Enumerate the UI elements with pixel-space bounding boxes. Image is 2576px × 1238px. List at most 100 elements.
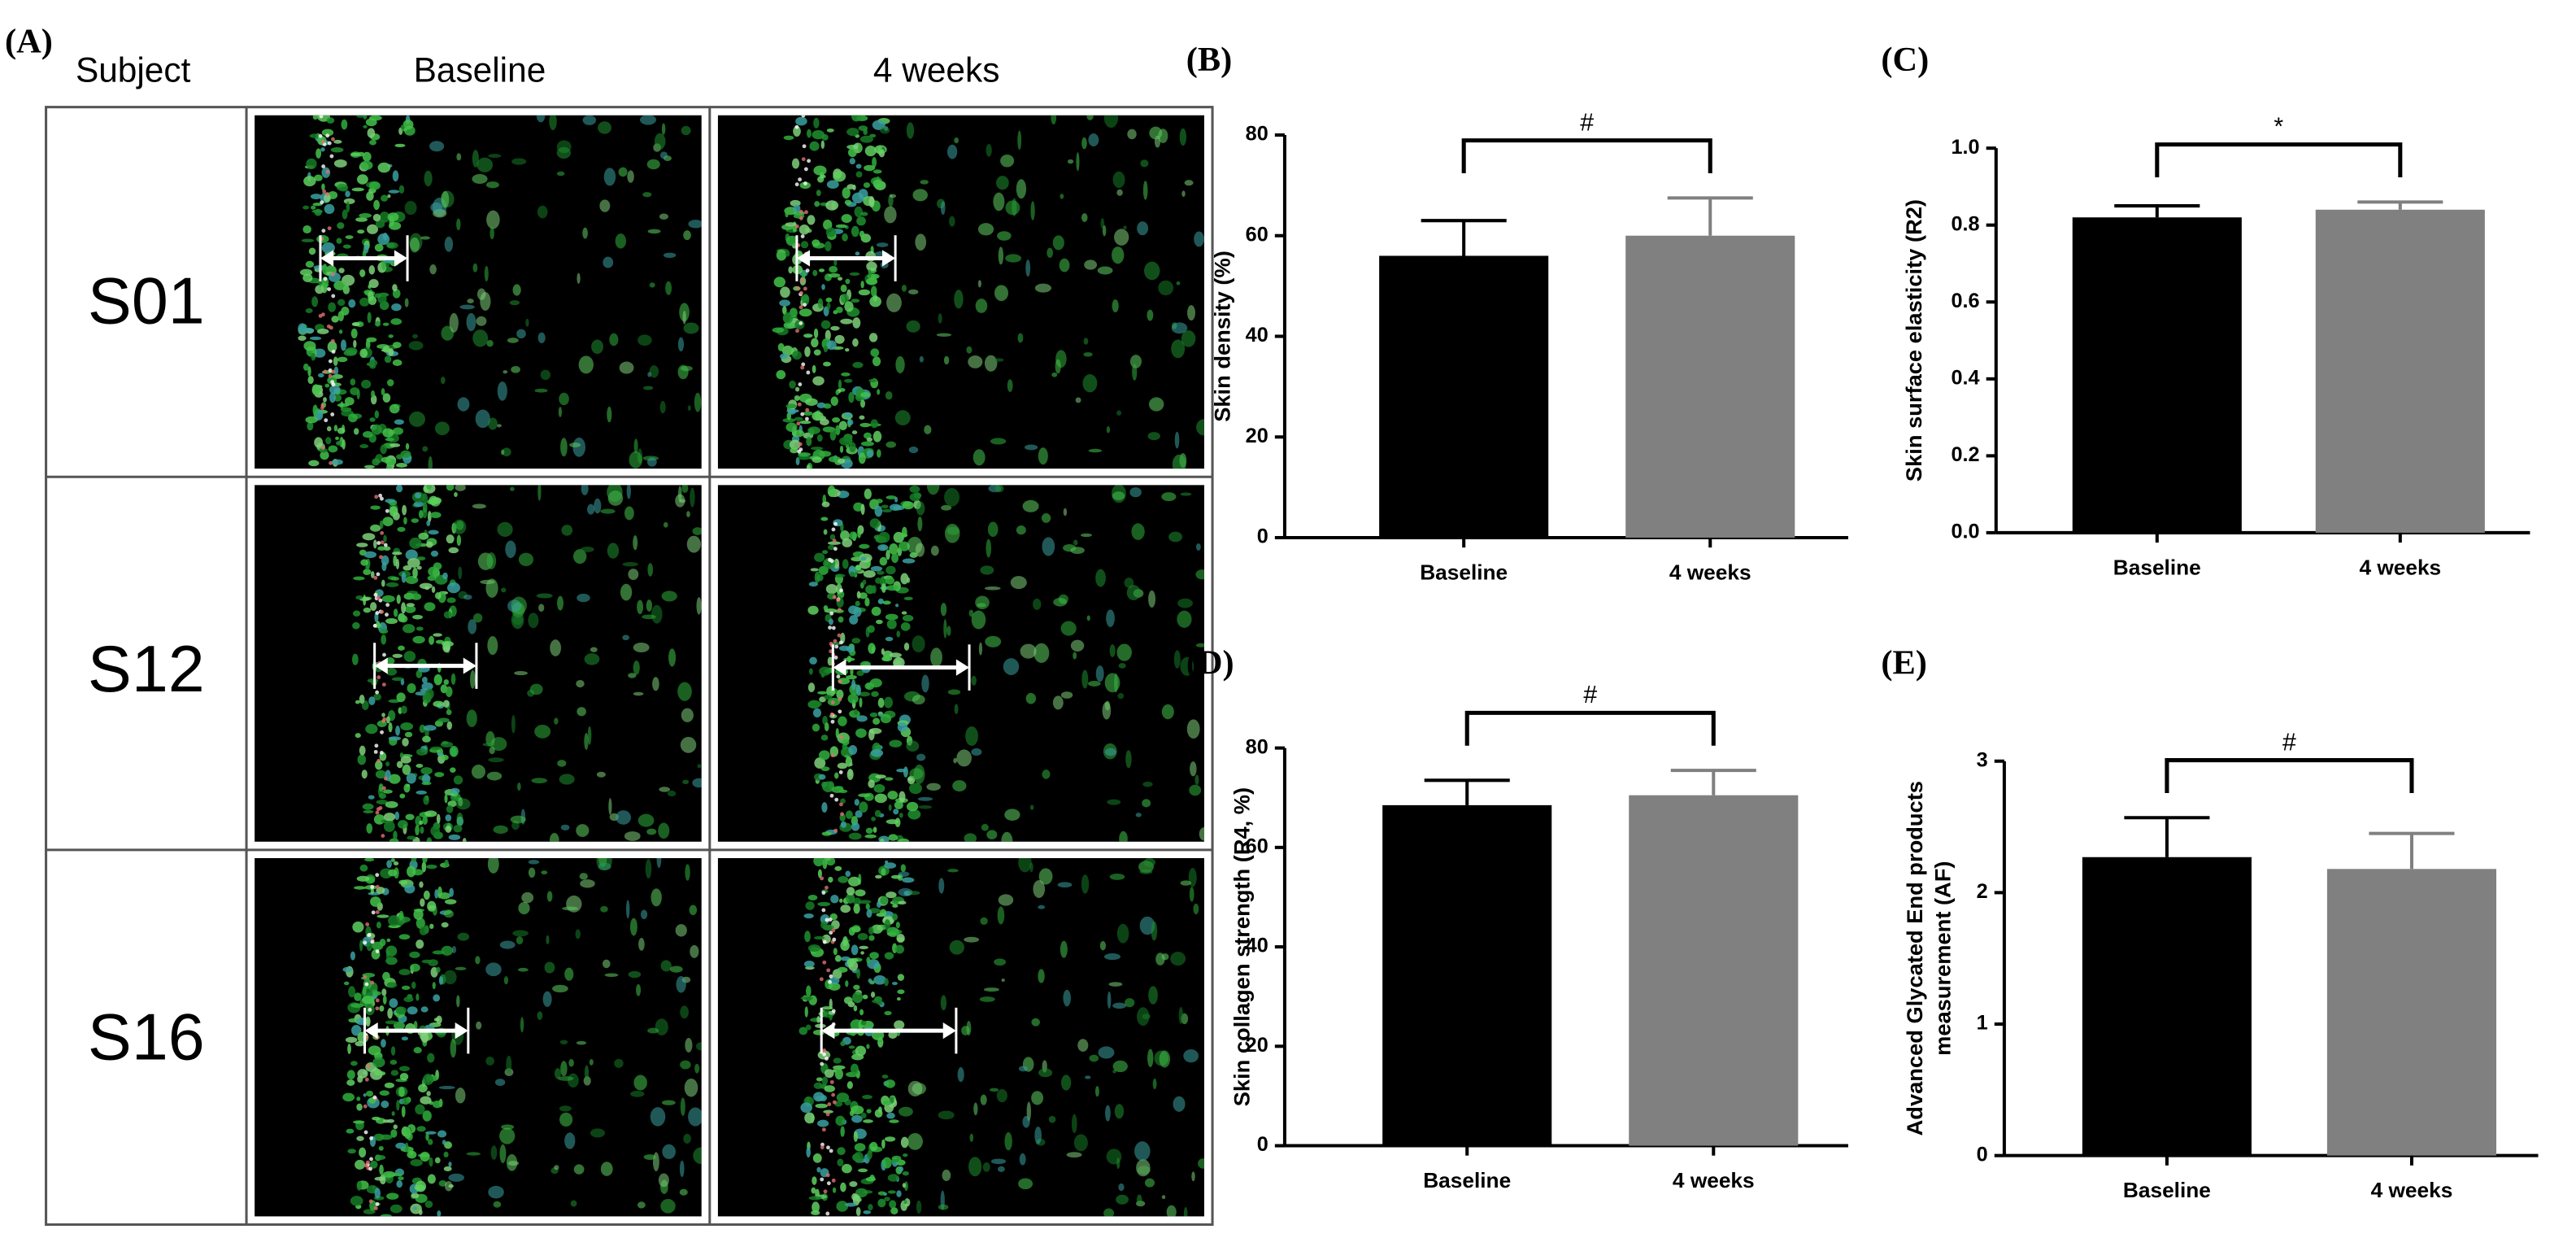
texture-dot [947, 689, 961, 695]
texture-dot [686, 535, 701, 553]
texture-dot [438, 975, 444, 985]
significance-bracket [1461, 138, 1712, 174]
texture-dot [926, 782, 941, 791]
texture-dot [842, 739, 850, 746]
texture-dot [364, 857, 375, 861]
texture-dot [328, 190, 338, 200]
texture-dot [1085, 1075, 1091, 1079]
texture-dot [880, 909, 887, 917]
texture-dot [813, 328, 819, 339]
texture-dot [359, 348, 368, 359]
texture-dot [1105, 1105, 1111, 1122]
texture-dot [829, 1079, 834, 1084]
texture-dot [667, 790, 677, 797]
texture-dot [862, 994, 868, 1000]
texture-dot [536, 115, 546, 123]
texture-dot [852, 992, 864, 1004]
texture-dot [647, 372, 652, 377]
texture-dot [325, 133, 330, 138]
texture-dot [798, 216, 803, 220]
texture-dot [1183, 1049, 1199, 1063]
texture-dot [1136, 1159, 1151, 1177]
texture-dot [582, 115, 597, 125]
texture-dot [373, 592, 378, 597]
y-tick-label: 1.0 [1951, 136, 1979, 159]
texture-dot [1102, 224, 1107, 237]
texture-dot [413, 501, 424, 508]
bar [2072, 217, 2242, 533]
texture-dot [511, 366, 520, 373]
texture-dot [874, 505, 883, 517]
texture-dot [805, 268, 810, 273]
texture-dot [944, 488, 960, 507]
texture-dot [396, 692, 406, 703]
texture-dot [938, 1204, 949, 1210]
texture-dot [528, 867, 536, 878]
texture-dot [860, 281, 864, 289]
texture-dot [859, 415, 865, 420]
texture-dot [328, 359, 333, 364]
texture-dot [832, 538, 837, 543]
texture-dot [1080, 533, 1092, 538]
texture-dot [472, 612, 483, 623]
texture-dot [324, 418, 329, 423]
texture-dot [396, 1179, 403, 1188]
texture-dot [619, 361, 634, 374]
texture-dot [813, 857, 825, 867]
texture-dot [1112, 1002, 1127, 1009]
texture-dot [868, 196, 875, 208]
texture-dot [1132, 364, 1138, 381]
texture-dot [982, 1162, 990, 1172]
texture-dot [389, 838, 399, 842]
texture-dot [831, 1178, 836, 1183]
texture-dot [994, 485, 1004, 493]
texture-dot [446, 597, 456, 604]
texture-dot [620, 583, 633, 601]
texture-dot [375, 998, 380, 1003]
texture-dot [839, 802, 843, 807]
texture-dot [846, 655, 852, 663]
texture-dot [630, 1090, 645, 1097]
texture-dot [405, 549, 418, 560]
texture-dot [985, 635, 1002, 647]
texture-dot [855, 728, 867, 739]
texture-dot [793, 125, 801, 137]
texture-dot [834, 955, 842, 962]
texture-dot [688, 220, 702, 229]
texture-dot [421, 774, 431, 785]
texture-dot [859, 543, 870, 549]
texture-dot [825, 885, 829, 890]
x-tick-label: Baseline [2123, 1178, 2211, 1202]
texture-dot [379, 1005, 385, 1012]
texture-dot [851, 1114, 863, 1123]
texture-dot [840, 1126, 845, 1137]
texture-dot [820, 921, 828, 929]
texture-dot [385, 1020, 398, 1025]
texture-dot [860, 391, 871, 398]
texture-dot [816, 1016, 820, 1023]
texture-dot [847, 147, 857, 158]
texture-dot [1139, 869, 1153, 874]
texture-dot [875, 774, 886, 779]
texture-dot [820, 735, 829, 741]
texture-dot [538, 604, 545, 612]
texture-dot [493, 1201, 502, 1208]
texture-dot [560, 824, 570, 830]
bar [2315, 209, 2485, 533]
texture-dot [846, 674, 857, 680]
texture-dot [403, 783, 411, 793]
texture-dot [828, 876, 833, 883]
texture-dot [858, 289, 871, 296]
texture-dot [385, 612, 389, 617]
texture-dot [820, 876, 825, 881]
arrow-head [881, 250, 896, 267]
texture-dot [407, 835, 416, 840]
texture-dot [423, 890, 430, 900]
texture-dot [370, 939, 375, 944]
texture-dot [373, 1205, 378, 1210]
texture-dot [838, 640, 843, 645]
texture-dot [540, 369, 551, 381]
texture-dot [412, 567, 418, 578]
texture-dot [845, 810, 853, 819]
texture-dot [896, 933, 905, 943]
